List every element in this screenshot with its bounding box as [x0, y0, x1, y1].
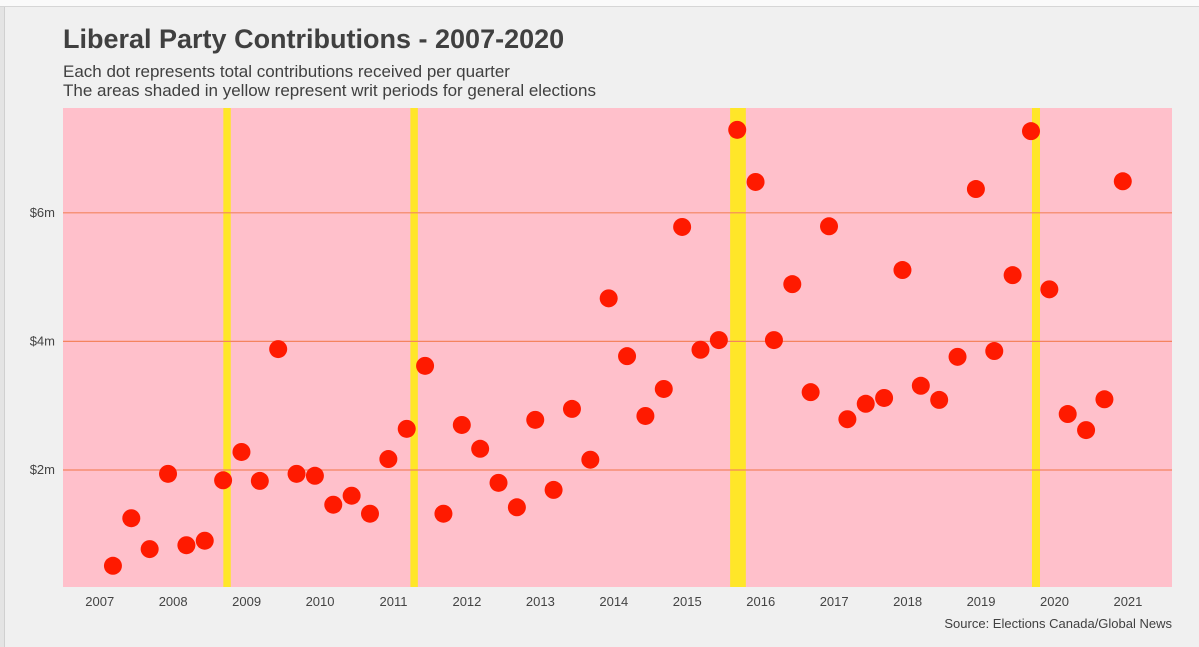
data-point [324, 495, 343, 514]
data-point [471, 439, 490, 458]
data-point [269, 340, 288, 359]
data-point [948, 347, 967, 366]
x-tick-label: 2017 [820, 594, 849, 609]
data-point [452, 415, 471, 434]
data-point [434, 504, 453, 523]
x-tick-label: 2012 [452, 594, 481, 609]
data-point [287, 464, 306, 483]
chart-source: Source: Elections Canada/Global News [944, 616, 1172, 631]
data-point [305, 466, 324, 485]
x-tick-label: 2021 [1113, 594, 1142, 609]
x-tick-label: 2010 [306, 594, 335, 609]
data-point [728, 120, 747, 139]
x-tick-label: 2009 [232, 594, 261, 609]
data-point [691, 340, 710, 359]
writ-period-band [410, 108, 418, 587]
data-point [985, 342, 1004, 361]
data-point [507, 498, 526, 517]
chart-title: Liberal Party Contributions - 2007-2020 [63, 24, 565, 54]
writ-period-band [223, 108, 231, 587]
data-point [709, 331, 728, 350]
data-point [838, 410, 857, 429]
x-tick-label: 2015 [673, 594, 702, 609]
data-point [1058, 405, 1077, 424]
browser-toolbar-edge [0, 0, 1199, 7]
writ-period-band [730, 108, 746, 587]
data-point [911, 376, 930, 395]
writ-period-band [1031, 108, 1041, 587]
data-point [1021, 122, 1040, 141]
data-point [746, 172, 765, 191]
x-tick-label: 2014 [599, 594, 628, 609]
x-tick-label: 2018 [893, 594, 922, 609]
data-point [856, 394, 875, 413]
data-point [122, 509, 141, 528]
data-point [250, 471, 269, 490]
data-point [654, 379, 673, 398]
data-point [159, 464, 178, 483]
data-point [177, 536, 196, 555]
y-tick-label: $2m [30, 462, 55, 477]
data-point [764, 331, 783, 350]
data-point [526, 410, 545, 429]
x-tick-label: 2013 [526, 594, 555, 609]
x-tick-label: 2008 [159, 594, 188, 609]
data-point [544, 480, 563, 499]
data-point [636, 406, 655, 425]
data-point [930, 390, 949, 409]
data-point [1113, 172, 1132, 191]
data-point [1040, 280, 1059, 299]
data-point [875, 388, 894, 407]
y-tick-label: $6m [30, 205, 55, 220]
data-point [140, 540, 159, 559]
x-tick-label: 2016 [746, 594, 775, 609]
x-tick-label: 2019 [967, 594, 996, 609]
x-tick-label: 2020 [1040, 594, 1069, 609]
data-point [103, 556, 122, 575]
data-point [360, 504, 379, 523]
data-point [397, 419, 416, 438]
data-point [489, 473, 508, 492]
data-point [783, 275, 802, 294]
data-point [966, 180, 985, 199]
data-point [820, 217, 839, 236]
data-point [1003, 266, 1022, 285]
data-point [599, 289, 618, 308]
chart-subtitle-2: The areas shaded in yellow represent wri… [63, 81, 596, 100]
data-point [214, 471, 233, 490]
data-point [581, 450, 600, 469]
data-point [673, 217, 692, 236]
y-tick-label: $4m [30, 333, 55, 348]
data-point [1095, 390, 1114, 409]
data-point [232, 442, 251, 461]
window-edge [0, 7, 5, 647]
data-point [1077, 421, 1096, 440]
data-point [379, 450, 398, 469]
data-point [618, 347, 637, 366]
data-point [195, 531, 214, 550]
x-tick-label: 2007 [85, 594, 114, 609]
x-tick-label: 2011 [380, 594, 408, 609]
data-point [342, 486, 361, 505]
data-point [562, 399, 581, 418]
chart-subtitle-1: Each dot represents total contributions … [63, 62, 510, 81]
data-point [801, 383, 820, 402]
data-point [893, 261, 912, 280]
data-point [416, 356, 435, 375]
